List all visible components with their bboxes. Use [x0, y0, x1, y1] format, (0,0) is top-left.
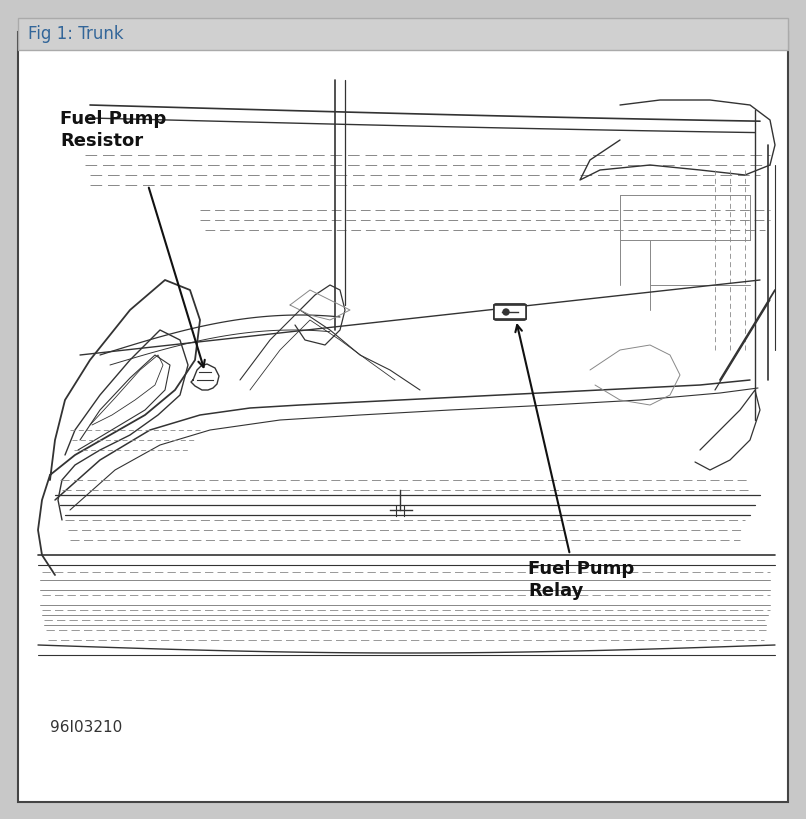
- Text: 96I03210: 96I03210: [50, 720, 123, 735]
- Circle shape: [503, 309, 509, 315]
- Bar: [494, 305, 526, 319]
- Polygon shape: [191, 364, 219, 390]
- Text: Fuel Pump
Resistor: Fuel Pump Resistor: [60, 110, 166, 150]
- Text: Fuel Pump
Relay: Fuel Pump Relay: [528, 560, 634, 600]
- FancyBboxPatch shape: [494, 304, 526, 320]
- Text: Fig 1: Trunk: Fig 1: Trunk: [28, 25, 123, 43]
- Bar: [18, 18, 788, 50]
